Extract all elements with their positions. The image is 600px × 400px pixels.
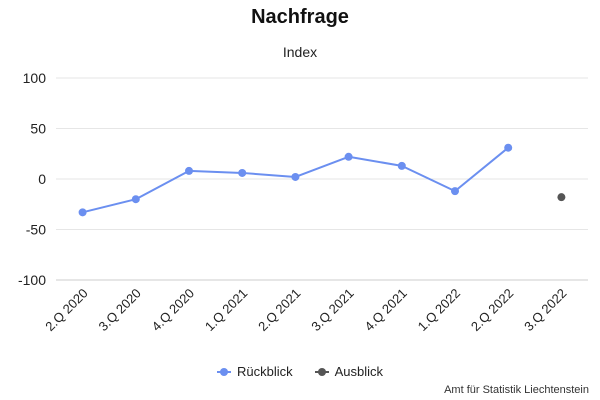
legend-label-rueckblick: Rückblick — [236, 364, 293, 379]
x-tick-label: 1.Q 2022 — [415, 286, 463, 334]
x-tick-label: 3.Q 2020 — [95, 286, 143, 334]
x-tick-label: 4.Q 2021 — [361, 286, 409, 334]
x-tick-label: 3.Q 2021 — [308, 286, 356, 334]
legend-item-ausblick[interactable]: Ausblick — [314, 364, 384, 379]
data-point[interactable] — [131, 195, 140, 204]
x-tick-label: 2.Q 2022 — [468, 286, 516, 334]
x-tick-label: 1.Q 2021 — [202, 286, 250, 334]
y-tick-label: 100 — [23, 70, 47, 86]
y-tick-label: -50 — [26, 222, 46, 238]
x-tick-label: 2.Q 2021 — [255, 286, 303, 334]
y-tick-label: 0 — [38, 171, 46, 187]
data-point[interactable] — [291, 172, 300, 181]
x-tick-label: 2.Q 2020 — [42, 286, 90, 334]
legend-marker-rueckblick — [216, 365, 231, 379]
series-layer — [78, 143, 566, 217]
legend-item-rueckblick[interactable]: Rückblick — [216, 364, 293, 379]
data-point[interactable] — [557, 193, 566, 202]
data-point[interactable] — [451, 187, 459, 196]
data-point[interactable] — [397, 161, 406, 170]
legend-label-ausblick: Ausblick — [334, 364, 384, 379]
x-axis-ticks: 2.Q 2020 3.Q 2020 4.Q 2020 1.Q 2021 2.Q 2021… — [42, 286, 569, 334]
x-tick-label: 4.Q 2020 — [149, 286, 197, 334]
y-tick-label: -100 — [18, 272, 46, 288]
y-axis-ticks: 100 50 0 -50 -100 — [18, 70, 46, 288]
chart-title: Nachfrage — [251, 6, 349, 28]
legend-marker-ausblick — [314, 365, 329, 379]
chart-subtitle: Index — [282, 44, 318, 60]
y-tick-label: 50 — [30, 121, 46, 137]
legend: Rückblick Ausblick — [0, 364, 600, 379]
data-point[interactable] — [185, 166, 193, 175]
data-point[interactable] — [238, 168, 247, 177]
grid-lines — [56, 77, 588, 281]
data-point[interactable] — [504, 143, 513, 152]
x-tick-label: 3.Q 2022 — [521, 286, 569, 334]
data-point[interactable] — [344, 152, 353, 161]
data-point[interactable] — [78, 208, 87, 217]
source-credit: Amt für Statistik Liechtenstein — [444, 384, 589, 396]
